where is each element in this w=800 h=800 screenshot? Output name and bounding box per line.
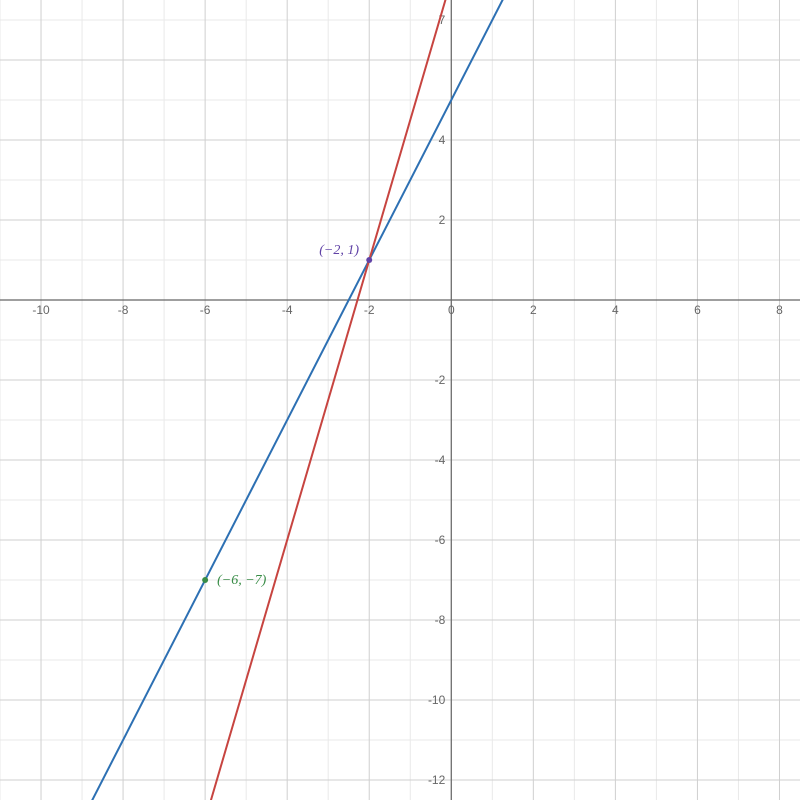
x-tick-label: 2: [530, 303, 537, 317]
x-tick-label: -6: [200, 303, 211, 317]
plotted-lines: [0, 0, 800, 800]
y-tick-label: -8: [435, 613, 446, 627]
line-red: [0, 0, 800, 800]
line-blue: [0, 0, 800, 800]
major-gridlines: [0, 0, 800, 800]
coordinate-plane: -10-8-6-4-202468-12-10-8-6-4-2247 (−2, 1…: [0, 0, 800, 800]
y-tick-label: -4: [435, 453, 446, 467]
y-tick-label: -10: [428, 693, 446, 707]
x-tick-label: -10: [32, 303, 50, 317]
y-tick-label: 4: [439, 133, 446, 147]
x-tick-label: -2: [364, 303, 375, 317]
x-tick-label: 8: [776, 303, 783, 317]
x-tick-label: 4: [612, 303, 619, 317]
y-tick-label: 2: [439, 213, 446, 227]
axes: [0, 0, 800, 800]
x-tick-label: -8: [118, 303, 129, 317]
y-tick-label: -12: [428, 773, 446, 787]
x-tick-label: 6: [694, 303, 701, 317]
x-tick-label: 0: [448, 303, 455, 317]
point-purple-label: (−2, 1): [319, 243, 359, 258]
y-tick-label: -2: [435, 373, 446, 387]
y-tick-label: -6: [435, 533, 446, 547]
point-green-label: (−6, −7): [217, 573, 267, 588]
point-green: [202, 577, 208, 583]
minor-gridlines: [0, 0, 800, 800]
x-tick-label: -4: [282, 303, 293, 317]
point-purple: [366, 257, 372, 263]
